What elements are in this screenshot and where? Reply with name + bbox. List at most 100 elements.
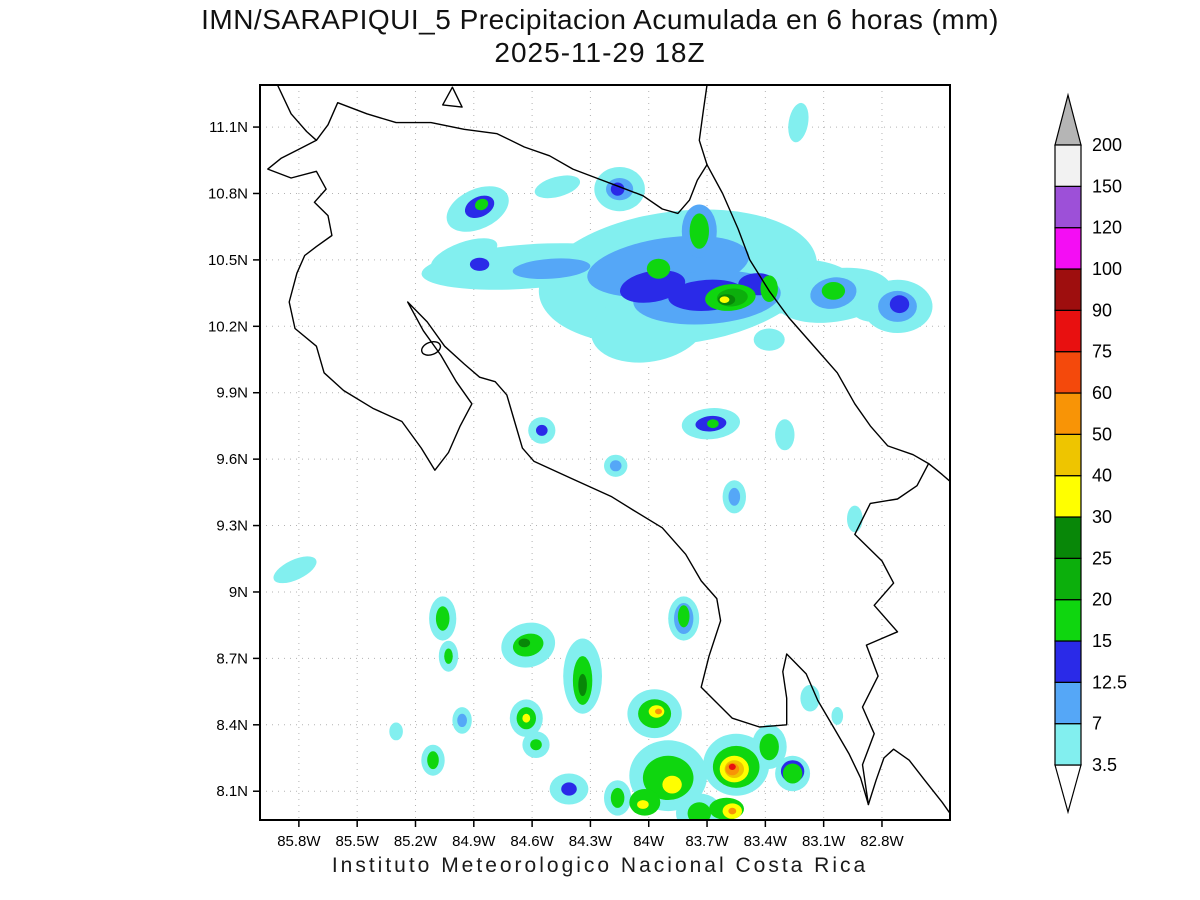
precip-cell <box>753 328 785 351</box>
x-tick-label: 84W <box>633 833 665 850</box>
x-tick-label: 83.1W <box>802 833 846 850</box>
colorbar-label: 100 <box>1092 259 1122 279</box>
y-tick-label: 10.2N <box>208 318 248 335</box>
precip-cell <box>847 505 863 533</box>
precip-cell <box>646 258 671 279</box>
precip-cell <box>530 739 542 751</box>
colorbar-over-arrow <box>1054 92 1082 146</box>
colorbar-segment <box>1054 681 1082 725</box>
colorbar-segment <box>1054 309 1082 353</box>
colorbar-segment <box>1054 557 1082 601</box>
precip-cell <box>273 556 317 584</box>
y-tick-label: 11.1N <box>209 119 248 136</box>
colorbar-segment <box>1054 392 1082 435</box>
colorbar-segment <box>1054 723 1082 766</box>
coastline <box>854 462 930 806</box>
precip-cell <box>435 606 450 631</box>
y-tick-label: 10.8N <box>208 185 248 202</box>
colorbar-label: 60 <box>1092 383 1112 403</box>
precip-cell <box>889 295 910 314</box>
coastline <box>706 163 950 482</box>
precip-cell <box>610 182 625 196</box>
precip-cell <box>728 487 741 506</box>
colorbar-segment <box>1054 268 1082 311</box>
y-tick-label: 9.3N <box>216 518 248 535</box>
precip-cell <box>475 198 489 211</box>
y-tick-label: 10.5N <box>208 252 248 269</box>
y-tick-label: 9N <box>229 584 248 601</box>
colorbar: 3.5 7 12.5 15 20 25 30 40 50 60 75 90 100 120 150 200 <box>1054 92 1127 815</box>
precip-cell <box>677 605 690 628</box>
precip-cell <box>430 238 498 273</box>
x-tick-label: 84.3W <box>569 833 613 850</box>
colorbar-label: 30 <box>1092 507 1112 527</box>
y-tick-label: 8.7N <box>216 650 248 667</box>
colorbar-label: 75 <box>1092 342 1112 362</box>
coastline <box>315 102 708 215</box>
precip-cell <box>609 460 622 472</box>
precip-cell <box>662 775 682 794</box>
precip-cell <box>821 282 846 300</box>
precip-cell <box>518 638 531 648</box>
colorbar-label: 15 <box>1092 631 1112 651</box>
y-tick-label: 8.4N <box>216 717 248 734</box>
precip-cell <box>457 713 467 728</box>
axes: 85.8W 85.5W 85.2W 84.9W 84.6W 84.3W 84W 83.7W 83… <box>208 119 905 850</box>
colorbar-label: 3.5 <box>1092 755 1117 775</box>
precip-cell <box>728 807 737 815</box>
x-tick-label: 85.8W <box>277 833 321 850</box>
island-triangle <box>442 86 463 108</box>
isla-chira <box>420 341 442 356</box>
colorbar-segment <box>1054 599 1082 642</box>
colorbar-segment <box>1054 475 1082 518</box>
colorbar-label: 50 <box>1092 424 1112 444</box>
coastline <box>698 85 708 166</box>
colorbar-label: 150 <box>1092 176 1122 196</box>
precip-cell <box>610 787 625 808</box>
colorbar-label: 40 <box>1092 466 1112 486</box>
colorbar-label: 20 <box>1092 590 1112 610</box>
precip-cell <box>782 763 803 784</box>
x-tick-label: 83.7W <box>685 833 729 850</box>
chart-title: IMN/SARAPIQUI_5 Precipitacion Acumulada … <box>201 4 999 35</box>
y-tick-label: 9.6N <box>216 451 248 468</box>
colorbar-label: 120 <box>1092 218 1122 238</box>
precip-cell <box>637 800 649 809</box>
map-frame <box>259 84 951 821</box>
colorbar-label: 200 <box>1092 135 1122 155</box>
precip-cell <box>719 296 730 303</box>
x-tick-label: 85.5W <box>336 833 380 850</box>
x-tick-label: 84.6W <box>510 833 554 850</box>
precip-cell <box>561 782 577 796</box>
y-tick-label: 8.1N <box>216 783 248 800</box>
x-tick-label: 83.4W <box>744 833 788 850</box>
footer-text: Instituto Meteorologico Nacional Costa R… <box>331 854 869 877</box>
precip-cell <box>788 102 809 143</box>
coastline <box>267 85 950 815</box>
colorbar-label: 12.5 <box>1092 672 1127 692</box>
precip-cell <box>578 673 587 697</box>
colorbar-label: 90 <box>1092 300 1112 320</box>
precip-cell <box>689 213 709 249</box>
precip-cell <box>522 713 531 723</box>
precip-cell <box>536 424 548 436</box>
precipitation-map: 85.8W 85.5W 85.2W 84.9W 84.6W 84.3W 84W 83.7W 83… <box>208 84 951 850</box>
precip-cell <box>389 722 403 741</box>
precip-cell <box>512 258 591 280</box>
colorbar-segment <box>1054 640 1082 683</box>
colorbar-label: 7 <box>1092 714 1102 734</box>
colorbar-segment <box>1054 351 1082 394</box>
precip-cell <box>775 419 795 451</box>
x-tick-label: 82.8W <box>860 833 904 850</box>
precip-cell <box>707 419 719 429</box>
precip-cell <box>655 708 662 715</box>
precip-cell <box>800 684 820 712</box>
x-tick-label: 84.9W <box>452 833 496 850</box>
precip-cells <box>273 102 933 820</box>
x-tick-label: 85.2W <box>394 833 438 850</box>
colorbar-segment <box>1054 144 1082 187</box>
precip-cell <box>427 751 439 770</box>
precip-cell <box>687 802 711 820</box>
precip-cell <box>728 763 736 771</box>
